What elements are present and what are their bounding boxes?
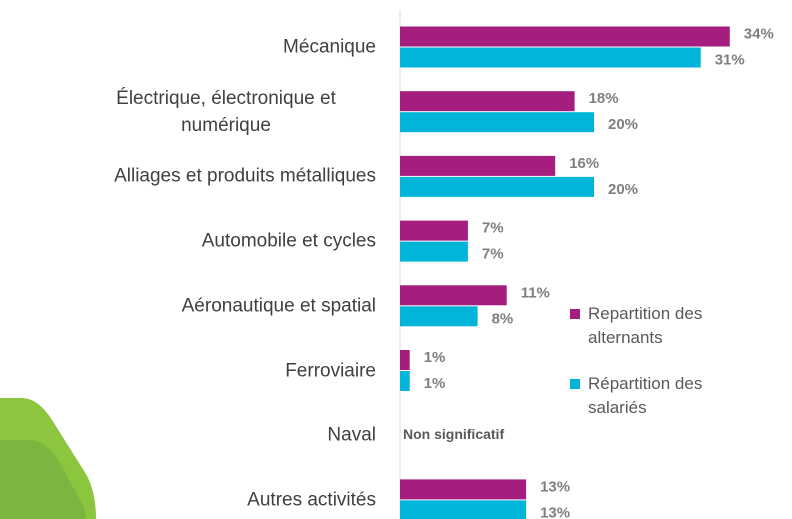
bar <box>400 26 730 47</box>
bar <box>400 285 507 306</box>
value-label: 11% <box>521 284 550 301</box>
bar <box>400 371 410 391</box>
value-label: 31% <box>715 51 745 68</box>
bar <box>400 176 594 197</box>
category-label: Automobile et cycles <box>201 230 376 252</box>
value-label: 1% <box>424 349 446 366</box>
bar <box>400 47 701 68</box>
annotation: Non significatif <box>403 426 504 442</box>
bar <box>400 350 410 370</box>
bar <box>400 112 594 133</box>
category-label: Alliages et produits métalliques <box>114 165 376 187</box>
legend-entry: Répartition des salariés <box>570 372 760 420</box>
value-label: 8% <box>492 310 514 327</box>
value-label: 20% <box>608 116 638 133</box>
value-label: 16% <box>569 155 599 172</box>
bar <box>400 306 478 327</box>
category-label: Aéronautique et spatial <box>181 295 376 317</box>
value-label: 7% <box>482 246 504 263</box>
value-label: 7% <box>482 220 504 237</box>
category-label: Mécanique <box>283 36 376 58</box>
value-label: 34% <box>744 25 774 42</box>
legend-swatch <box>570 379 580 389</box>
value-label: 1% <box>424 375 446 392</box>
bar <box>400 241 468 262</box>
bar <box>400 220 468 241</box>
category-label: Naval <box>327 424 376 446</box>
value-label: 13% <box>540 504 570 519</box>
category-label: Électrique, électronique et numérique <box>116 87 336 136</box>
bar <box>400 91 575 112</box>
value-label: 13% <box>540 478 570 495</box>
bar <box>400 155 556 176</box>
category-label: Autres activités <box>247 489 376 511</box>
legend-label: Répartition des salariés <box>588 374 703 417</box>
category-label: Ferroviaire <box>285 360 376 381</box>
bar <box>400 479 527 500</box>
value-label: 20% <box>608 181 638 198</box>
decoration <box>0 440 86 519</box>
value-label: 18% <box>589 90 619 107</box>
bar <box>400 500 527 519</box>
legend-entry: Repartition des alternants <box>570 302 760 350</box>
legend-label: Repartition des alternants <box>588 304 703 347</box>
legend-swatch <box>570 309 580 319</box>
